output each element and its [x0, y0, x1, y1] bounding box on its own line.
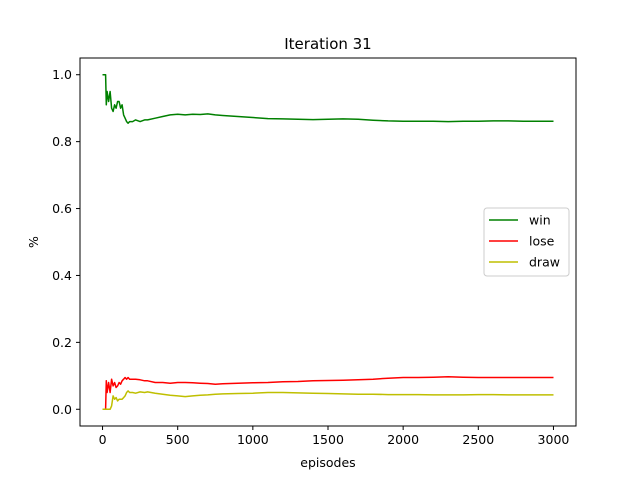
- x-tick-label: 1000: [237, 432, 269, 447]
- x-axis: 0 500 1000 1500 2000 2500 3000: [99, 426, 570, 447]
- x-tick-label: 500: [166, 432, 190, 447]
- series-line-lose: [102, 376, 554, 411]
- legend-label-lose: lose: [529, 234, 555, 249]
- x-tick-label: 0: [99, 432, 107, 447]
- legend-label-win: win: [529, 213, 551, 228]
- series-layer: [102, 73, 554, 411]
- y-tick-label: 0.2: [52, 335, 72, 350]
- y-tick-label: 0.4: [52, 268, 72, 283]
- x-tick-label: 2500: [462, 432, 494, 447]
- legend-label-draw: draw: [529, 255, 560, 270]
- x-tick-label: 1500: [312, 432, 344, 447]
- series-line-draw: [102, 390, 554, 411]
- y-tick-label: 1.0: [52, 67, 72, 82]
- legend: win lose draw: [483, 207, 570, 277]
- y-axis-label: %: [26, 236, 41, 248]
- y-tick-label: 0.8: [52, 134, 72, 149]
- x-axis-label: episodes: [300, 455, 355, 470]
- series-line-win: [102, 73, 554, 124]
- x-tick-label: 2000: [387, 432, 419, 447]
- legend-box: [483, 207, 570, 277]
- chart-title: Iteration 31: [284, 35, 371, 53]
- y-axis: 0.0 0.2 0.4 0.6 0.8 1.0: [52, 67, 80, 417]
- x-tick-label: 3000: [538, 432, 570, 447]
- y-tick-label: 0.6: [52, 201, 72, 216]
- y-tick-label: 0.0: [52, 402, 72, 417]
